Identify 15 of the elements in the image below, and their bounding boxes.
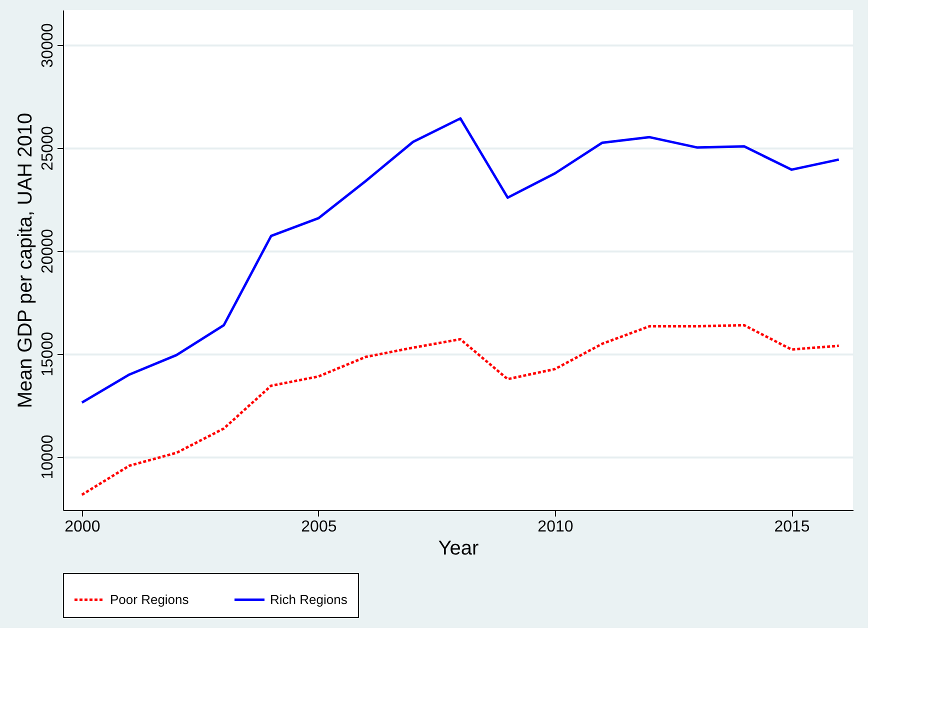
y-tick-label: 20000 <box>40 228 56 274</box>
x-axis-title: Year <box>438 538 480 560</box>
y-tick-label: 30000 <box>40 23 56 68</box>
y-tick-label: 15000 <box>40 332 56 376</box>
legend-label: Rich Regions <box>270 592 348 607</box>
y-axis-title: Mean GDP per capita, UAH 2010 <box>14 112 36 408</box>
x-tick-label: 2000 <box>64 518 100 536</box>
legend-label: Poor Regions <box>110 592 190 607</box>
line-series <box>80 324 840 496</box>
x-tick-label: 2005 <box>301 518 337 536</box>
x-tick-label: 2010 <box>538 518 574 536</box>
x-tick-label: 2015 <box>774 518 810 536</box>
line-series <box>80 117 840 404</box>
y-tick-label: 10000 <box>40 434 56 480</box>
y-tick-label: 25000 <box>40 126 56 171</box>
